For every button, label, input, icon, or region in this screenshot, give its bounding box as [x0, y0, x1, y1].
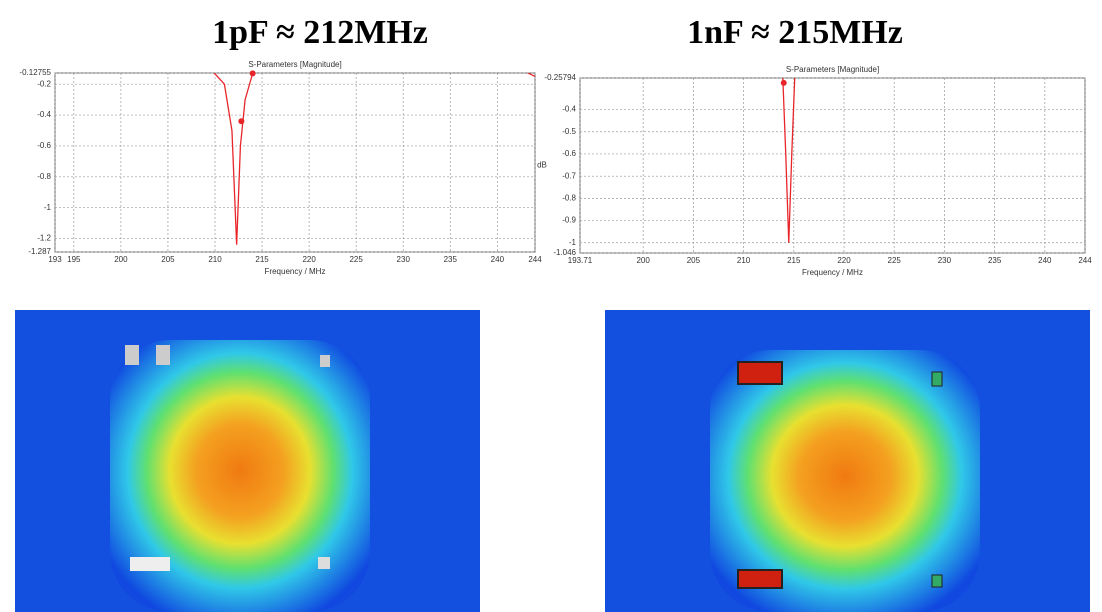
chart-subtitle: S-Parameters [Magnitude]: [248, 60, 341, 69]
series-line: [782, 78, 796, 243]
y-tick-label: -1.046: [553, 248, 576, 257]
x-tick-label: 230: [938, 256, 952, 265]
x-tick-label: 220: [837, 256, 851, 265]
y-tick-label: -0.6: [562, 149, 576, 158]
y-tick-label: -0.6: [37, 141, 51, 150]
x-axis-label: Frequency / MHz: [265, 267, 326, 276]
y-tick-label: -0.25794: [544, 73, 576, 82]
x-tick-label: 235: [988, 256, 1002, 265]
y-tick-label: -0.4: [562, 105, 576, 114]
x-tick-label: 225: [349, 255, 363, 264]
x-tick-label: 205: [161, 255, 175, 264]
x-tick-label: 210: [208, 255, 222, 264]
y-axis-label: dB: [537, 161, 547, 170]
x-tick-label: 193.71: [568, 256, 593, 265]
field-image-right: [605, 310, 1090, 612]
x-axis-label: Frequency / MHz: [802, 268, 863, 277]
x-tick-label: 235: [444, 255, 458, 264]
y-tick-label: -0.7: [562, 171, 576, 180]
x-tick-label: 215: [787, 256, 801, 265]
marker: [780, 79, 787, 86]
x-tick-label: 244: [528, 255, 542, 264]
y-tick-label: -0.8: [37, 172, 51, 181]
x-tick-label: 210: [737, 256, 751, 265]
y-tick-label: -0.4: [37, 110, 51, 119]
chart-title: 1nF ≈ 215MHz: [687, 14, 903, 51]
y-tick-label: -0.12755: [19, 68, 51, 77]
x-tick-label: 240: [491, 255, 505, 264]
y-tick-label: -1: [569, 238, 577, 247]
y-tick-label: -0.8: [562, 193, 576, 202]
x-tick-label: 230: [397, 255, 411, 264]
y-tick-label: -0.5: [562, 127, 576, 136]
x-tick-label: 193: [48, 255, 62, 264]
plot-frame: [54, 72, 536, 253]
y-tick-label: -0.9: [562, 216, 576, 225]
x-tick-label: 200: [636, 256, 650, 265]
chart-subtitle: S-Parameters [Magnitude]: [786, 65, 879, 74]
x-tick-label: 215: [255, 255, 269, 264]
y-tick-label: -0.2: [37, 79, 51, 88]
series-line: [213, 73, 535, 245]
y-tick-label: -1.2: [37, 234, 51, 243]
x-tick-label: 195: [67, 255, 81, 264]
plot-frame: [579, 77, 1086, 254]
marker: [249, 70, 256, 77]
chart-title: 1pF ≈ 212MHz: [212, 14, 428, 51]
x-tick-label: 205: [687, 256, 701, 265]
x-tick-label: 240: [1038, 256, 1052, 265]
y-tick-label: -1.287: [28, 247, 51, 256]
x-tick-label: 220: [302, 255, 316, 264]
x-tick-label: 200: [114, 255, 128, 264]
x-tick-label: 244: [1078, 256, 1092, 265]
y-tick-label: -1: [44, 203, 52, 212]
field-image-left: [15, 310, 480, 612]
marker: [238, 118, 245, 125]
x-tick-label: 225: [888, 256, 902, 265]
